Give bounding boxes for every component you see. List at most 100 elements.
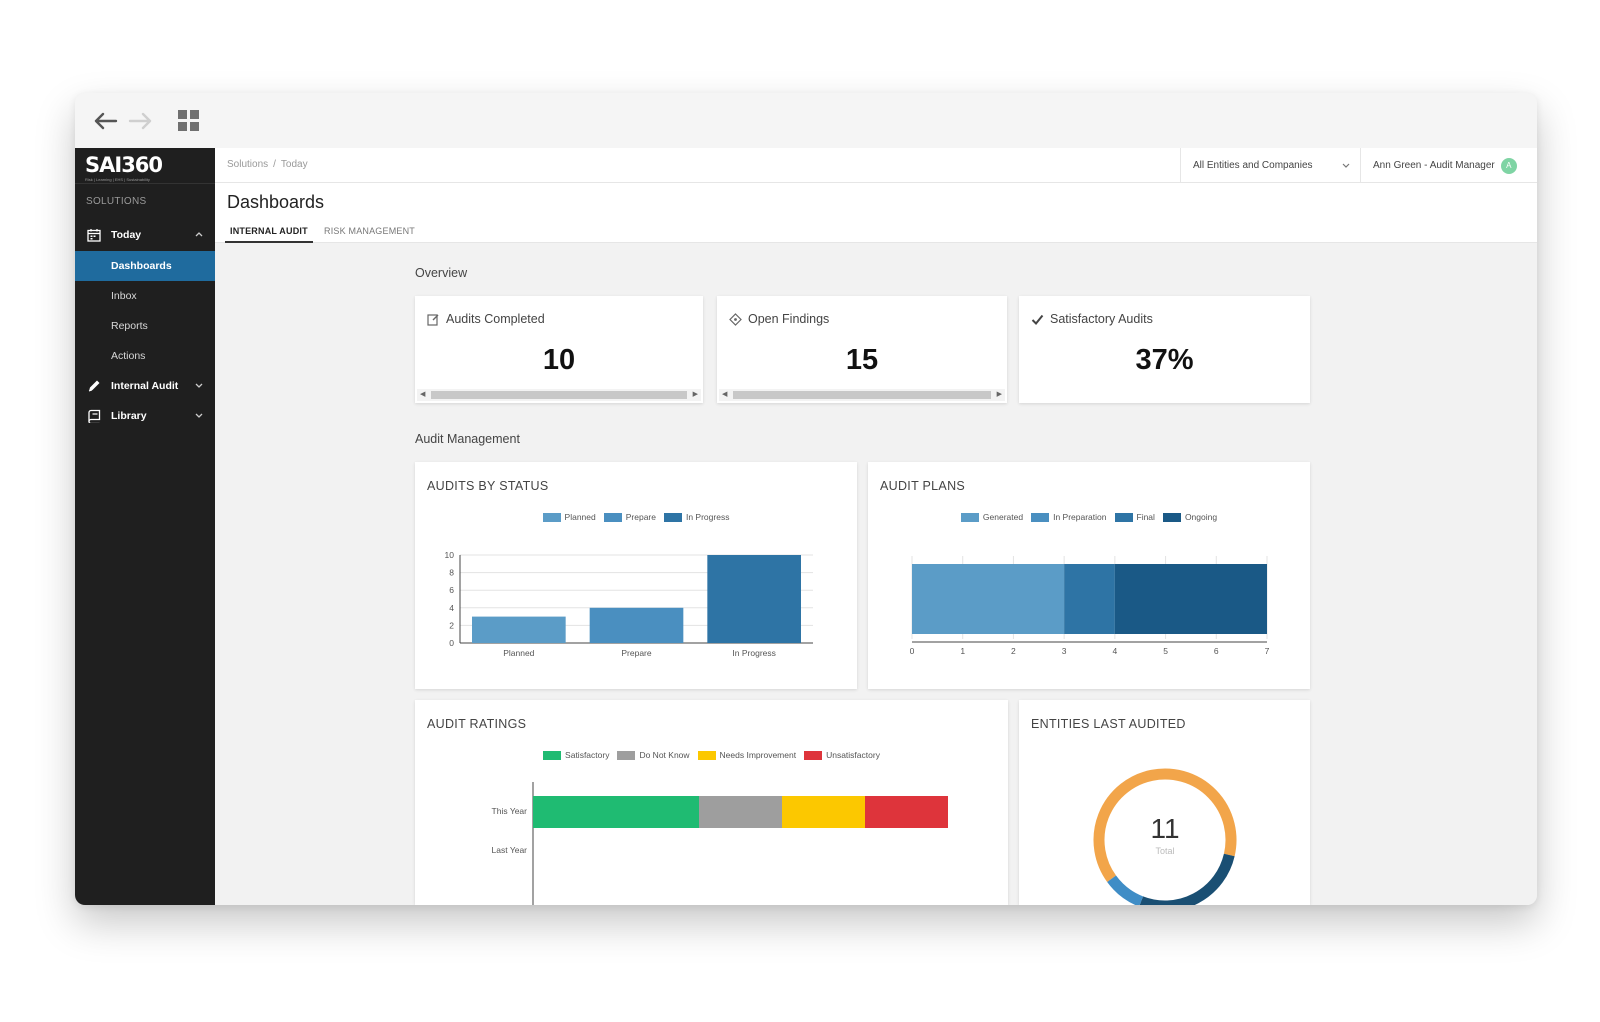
tab-internal-audit[interactable]: INTERNAL AUDIT (225, 226, 313, 243)
legend-label: In Preparation (1053, 512, 1107, 522)
sidebar-section-internal-audit[interactable]: Internal Audit (75, 371, 215, 401)
legend-item-generated[interactable]: Generated (960, 512, 1024, 522)
horizontal-scrollbar[interactable]: ◀ ▶ (417, 389, 701, 401)
user-menu[interactable]: Ann Green - Audit Manager A (1360, 148, 1537, 183)
sidebar: SAI360 Risk | Learning | EHS | Sustainab… (75, 148, 215, 905)
forward-arrow-icon[interactable] (125, 105, 157, 137)
avatar[interactable]: A (1500, 157, 1517, 174)
scrollbar-thumb[interactable] (431, 391, 687, 399)
chart-title: ENTITIES LAST AUDITED (1031, 717, 1186, 731)
check-icon (1031, 314, 1044, 325)
legend-label: Generated (982, 512, 1024, 522)
donut-total-label: Total (1155, 846, 1174, 856)
legend-swatch (804, 750, 823, 760)
scroll-right-icon[interactable]: ▶ (692, 391, 698, 398)
book-icon (86, 408, 102, 424)
y-tick-label: This Year (492, 806, 528, 816)
entity-select[interactable]: All Entities and Companies (1180, 148, 1360, 183)
bar-segment (1064, 564, 1115, 634)
legend-label: Planned (564, 512, 596, 522)
x-tick-label: Prepare (621, 648, 652, 658)
chevron-down-icon (195, 410, 203, 422)
kpi-card-open-findings[interactable]: Open Findings 15 ◀ ▶ (717, 296, 1007, 403)
legend-swatch (617, 750, 636, 760)
chevron-down-icon (195, 380, 203, 392)
bar-segment (782, 796, 865, 828)
legend-label: Satisfactory (565, 750, 610, 760)
legend-swatch (960, 512, 979, 522)
bar-segment (533, 796, 699, 828)
chart-audit-ratings: AUDIT RATINGS Satisfactory Do Not Know N… (415, 700, 1008, 905)
chart-title: AUDIT PLANS (880, 479, 966, 493)
edit-icon (427, 313, 439, 326)
sidebar-section-label: Library (111, 410, 147, 422)
kpi-value: 37% (1135, 344, 1194, 376)
chevron-down-icon (1342, 161, 1350, 172)
breadcrumb-today[interactable]: Today (280, 159, 308, 170)
legend-label: In Progress (685, 512, 730, 522)
donut-slice (1139, 853, 1235, 905)
legend-item-prepare[interactable]: Prepare (603, 512, 656, 522)
sidebar-section-today[interactable]: Today (75, 219, 215, 251)
bar (589, 607, 684, 643)
x-tick-label: 0 (910, 646, 915, 656)
stacked-bar-chart-svg: 0 1 2 3 4 5 6 7 (910, 556, 1270, 656)
legend-item-unsatisfactory[interactable]: Unsatisfactory (804, 750, 880, 760)
scroll-left-icon[interactable]: ◀ (722, 391, 728, 398)
legend-item-satisfactory[interactable]: Satisfactory (543, 750, 609, 760)
legend-swatch (1162, 512, 1181, 522)
breadcrumb-solutions[interactable]: Solutions (227, 159, 269, 170)
scroll-left-icon[interactable]: ◀ (420, 391, 426, 398)
entity-select-value: All Entities and Companies (1193, 160, 1313, 171)
x-tick-label: 7 (1265, 646, 1270, 656)
y-tick-label: 2 (449, 620, 454, 630)
sidebar-item-dashboards[interactable]: Dashboards (75, 251, 215, 281)
legend-swatch (542, 512, 561, 522)
kpi-card-satisfactory-audits[interactable]: Satisfactory Audits 37% (1019, 296, 1310, 403)
bar-segment (912, 564, 1065, 634)
breadcrumb: Solutions / Today (227, 159, 308, 170)
kpi-label-text: Open Findings (748, 312, 830, 326)
x-tick-label: 1 (960, 646, 965, 656)
y-tick-label: Last Year (492, 845, 528, 855)
sidebar-item-inbox[interactable]: Inbox (111, 290, 137, 302)
scrollbar-thumb[interactable] (733, 391, 991, 399)
legend-item-needs-improvement[interactable]: Needs Improvement (697, 750, 796, 760)
chart-title: AUDIT RATINGS (427, 717, 527, 731)
y-tick-label: 0 (449, 638, 454, 648)
tab-risk-management[interactable]: RISK MANAGEMENT (324, 226, 416, 236)
sidebar-section-library[interactable]: Library (75, 401, 215, 431)
top-bar: Solutions / Today All Entities and Compani… (215, 148, 1537, 183)
horizontal-scrollbar[interactable]: ◀ ▶ (719, 389, 1005, 401)
legend-item-planned[interactable]: Planned (542, 512, 596, 522)
legend-item-ongoing[interactable]: Ongoing (1162, 512, 1218, 522)
legend-item-in-preparation[interactable]: In Preparation (1031, 512, 1107, 522)
x-tick-label: 4 (1112, 646, 1117, 656)
sidebar-item-reports[interactable]: Reports (111, 320, 148, 332)
legend-label: Prepare (625, 512, 656, 522)
page-title: Dashboards (227, 192, 325, 212)
legend-item-do-not-know[interactable]: Do Not Know (617, 750, 690, 760)
kpi-card-audits-completed[interactable]: Audits Completed 10 ◀ ▶ (415, 296, 703, 403)
legend-item-in-progress[interactable]: In Progress (663, 512, 730, 522)
scroll-right-icon[interactable]: ▶ (996, 391, 1002, 398)
bar-chart-svg: 0 2 4 6 8 10 Planned Prepare In Progress (445, 550, 813, 658)
logo[interactable]: SAI360 Risk | Learning | EHS | Sustainab… (75, 148, 215, 184)
breadcrumb-separator: / (273, 159, 276, 170)
logo-text: SAI360 (85, 153, 163, 177)
chart-audit-plans: AUDIT PLANS Generated In Preparation Fin… (868, 462, 1310, 689)
x-tick-label: 3 (1062, 646, 1067, 656)
legend-item-final[interactable]: Final (1114, 512, 1155, 522)
stacked-bar-chart-svg: This Year Last Year (492, 782, 948, 905)
x-tick-label: In Progress (732, 648, 775, 658)
legend-label: Ongoing (1184, 512, 1218, 522)
sidebar-item-actions[interactable]: Actions (111, 350, 146, 362)
calendar-icon (86, 227, 102, 243)
y-tick-label: 4 (449, 603, 454, 613)
x-tick-label: 5 (1163, 646, 1168, 656)
chart-legend: Generated In Preparation Final Ongoing (868, 512, 1310, 522)
back-arrow-icon[interactable] (89, 105, 121, 137)
grid-apps-icon[interactable] (173, 105, 205, 137)
chart-audits-by-status: AUDITS BY STATUS Planned Prepare In Prog… (415, 462, 857, 689)
overview-label: Overview (415, 266, 468, 280)
